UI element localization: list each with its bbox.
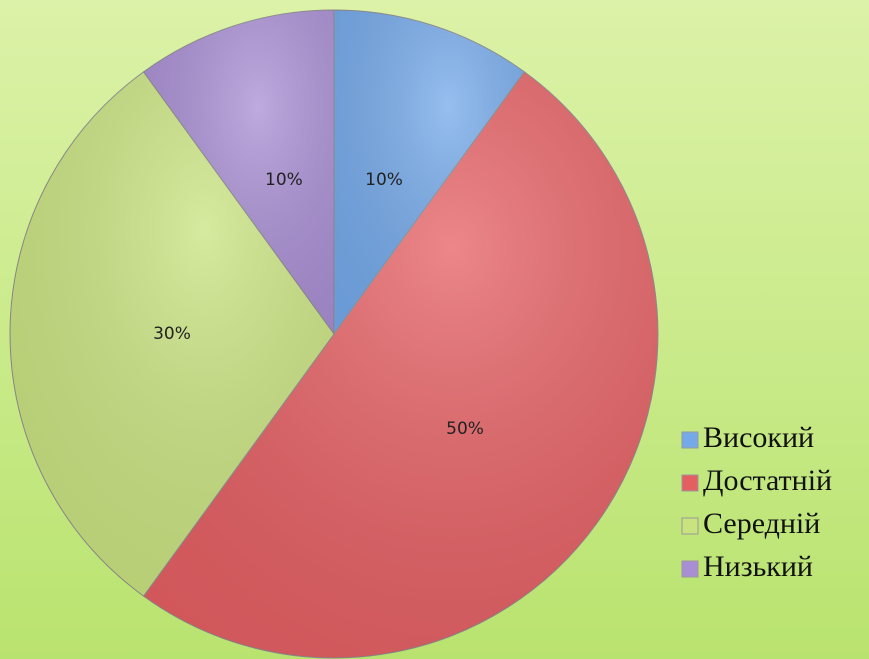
data-label: 10% — [365, 170, 403, 190]
data-label: 10% — [265, 170, 303, 190]
legend-swatch — [681, 560, 699, 578]
legend-swatch — [681, 431, 699, 449]
legend-swatch — [681, 474, 699, 492]
legend-swatch — [681, 517, 699, 535]
data-label: 50% — [446, 419, 484, 439]
legend-label: Високий — [703, 421, 814, 454]
legend-label: Низький — [703, 550, 813, 583]
data-label: 30% — [153, 324, 191, 344]
legend-label: Достатній — [703, 464, 832, 497]
legend-label: Середній — [703, 507, 820, 540]
